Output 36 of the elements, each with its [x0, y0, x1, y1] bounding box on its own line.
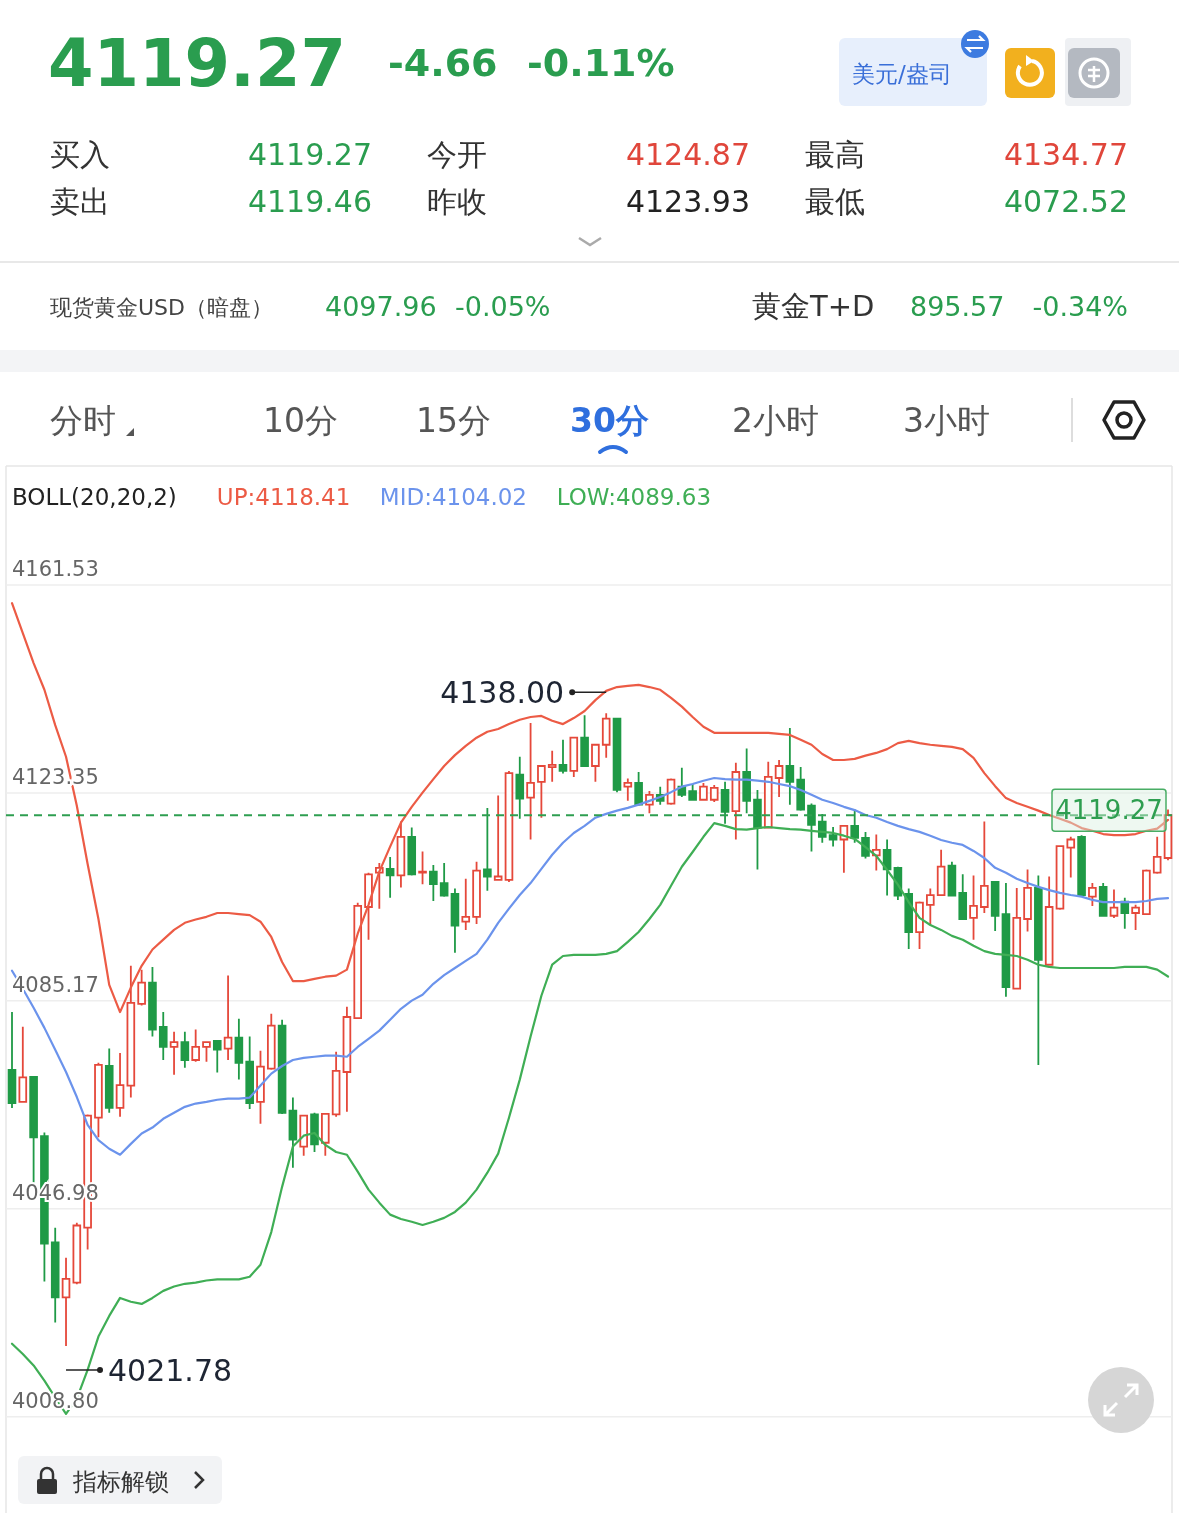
- text: 昨收: [427, 184, 487, 219]
- text: LOW:4089.63: [556, 484, 712, 510]
- text: 30分: [570, 401, 649, 440]
- annotation: 4138.00: [440, 675, 565, 711]
- text: -0.05%: [455, 291, 551, 322]
- text: 卖出: [50, 184, 110, 219]
- text: 今开: [427, 137, 487, 172]
- chart-title: 4119.27: [247, 137, 372, 172]
- text: 分时: [50, 401, 116, 440]
- text: 3小时: [903, 401, 990, 440]
- y-tick-label: 4161.53: [12, 557, 99, 582]
- text: -0.11%: [527, 41, 675, 85]
- text: MID:4104.02: [379, 484, 527, 510]
- text: 美元/盎司: [852, 61, 952, 87]
- annotation: 指标解锁: [72, 1468, 169, 1496]
- text: UP:4118.41: [216, 484, 351, 510]
- text: 4134.77: [1003, 137, 1128, 172]
- text: 15分: [416, 401, 491, 440]
- text: 4124.87: [625, 137, 750, 172]
- annotation: 4021.78: [108, 1352, 233, 1388]
- text: 4119.27: [48, 25, 349, 102]
- text: 10分: [263, 401, 338, 440]
- text: 黄金T+D: [752, 289, 875, 323]
- text: 895.57: [910, 291, 1005, 322]
- text: 买入: [50, 137, 110, 172]
- text: 2小时: [732, 401, 819, 440]
- text: 4072.52: [1003, 184, 1128, 219]
- text: -0.34%: [1032, 291, 1128, 322]
- text: 最低: [805, 184, 865, 219]
- text: 4097.96: [325, 291, 437, 322]
- text: 现货黄金USD（暗盘）: [50, 295, 274, 320]
- text: 4123.93: [625, 184, 750, 219]
- text: 最高: [805, 137, 865, 172]
- legend-title: BOLL(20,20,2): [12, 484, 177, 510]
- text: -4.66: [388, 41, 498, 85]
- text: 4119.46: [247, 184, 372, 219]
